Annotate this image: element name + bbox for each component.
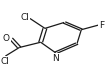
Text: F: F [100,21,105,30]
Text: O: O [3,34,10,43]
Text: N: N [52,54,59,63]
Text: Cl: Cl [1,57,10,66]
Text: Cl: Cl [20,13,29,22]
